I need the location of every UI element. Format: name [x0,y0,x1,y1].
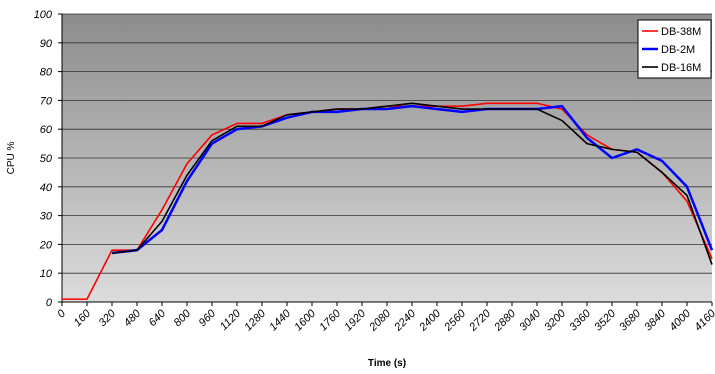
legend-label: DB-2M [661,44,695,56]
y-tick-label: 50 [40,153,53,165]
x-tick-label: 800 [172,307,194,329]
legend-label: DB-16M [661,62,701,74]
y-tick-label: 60 [40,124,53,136]
x-tick-label: 1280 [242,307,268,333]
y-tick-label: 80 [40,67,53,79]
y-tick-label: 70 [40,95,53,107]
y-axis-label: CPU % [6,142,17,175]
x-tick-label: 4000 [667,307,693,333]
x-tick-label: 2720 [467,307,494,334]
y-tick-label: 40 [40,182,53,194]
x-tick-label: 3840 [642,307,668,333]
x-tick-label: 1600 [292,307,318,333]
x-tick-label: 2080 [367,307,394,334]
x-tick-label: 4160 [692,307,715,333]
y-tick-label: 20 [39,239,53,251]
x-tick-label: 3680 [617,307,643,333]
x-tick-label: 3360 [567,307,593,333]
x-tick-label: 160 [72,307,94,329]
x-tick-label: 1760 [317,307,343,333]
x-tick-label: 2560 [442,307,469,334]
series-line [111,102,713,265]
x-tick-label: 1120 [218,307,244,333]
y-tick-label: 100 [34,9,53,21]
x-tick-label: 2400 [417,307,444,334]
y-tick-label: 10 [40,268,53,280]
x-tick-label: 320 [97,307,119,329]
y-tick-label: 90 [40,38,53,50]
x-tick-label: 2880 [492,307,519,334]
x-tick-label: 0 [55,307,68,320]
x-tick-label: 3520 [592,307,618,333]
x-tick-label: 1920 [342,307,368,333]
x-tick-label: 2240 [392,307,419,334]
x-tick-label: 960 [197,307,219,329]
x-tick-label: 3040 [517,307,543,333]
x-tick-label: 1440 [267,307,293,333]
x-tick-label: 480 [122,307,144,329]
x-axis-label: Time (s) [368,358,406,369]
x-tick-label: 3200 [542,307,568,333]
series-line [111,104,714,255]
x-tick-label: 640 [147,307,169,329]
y-tick-label: 0 [46,297,53,309]
y-tick-label: 30 [40,211,53,223]
legend-label: DB-38M [661,26,701,38]
